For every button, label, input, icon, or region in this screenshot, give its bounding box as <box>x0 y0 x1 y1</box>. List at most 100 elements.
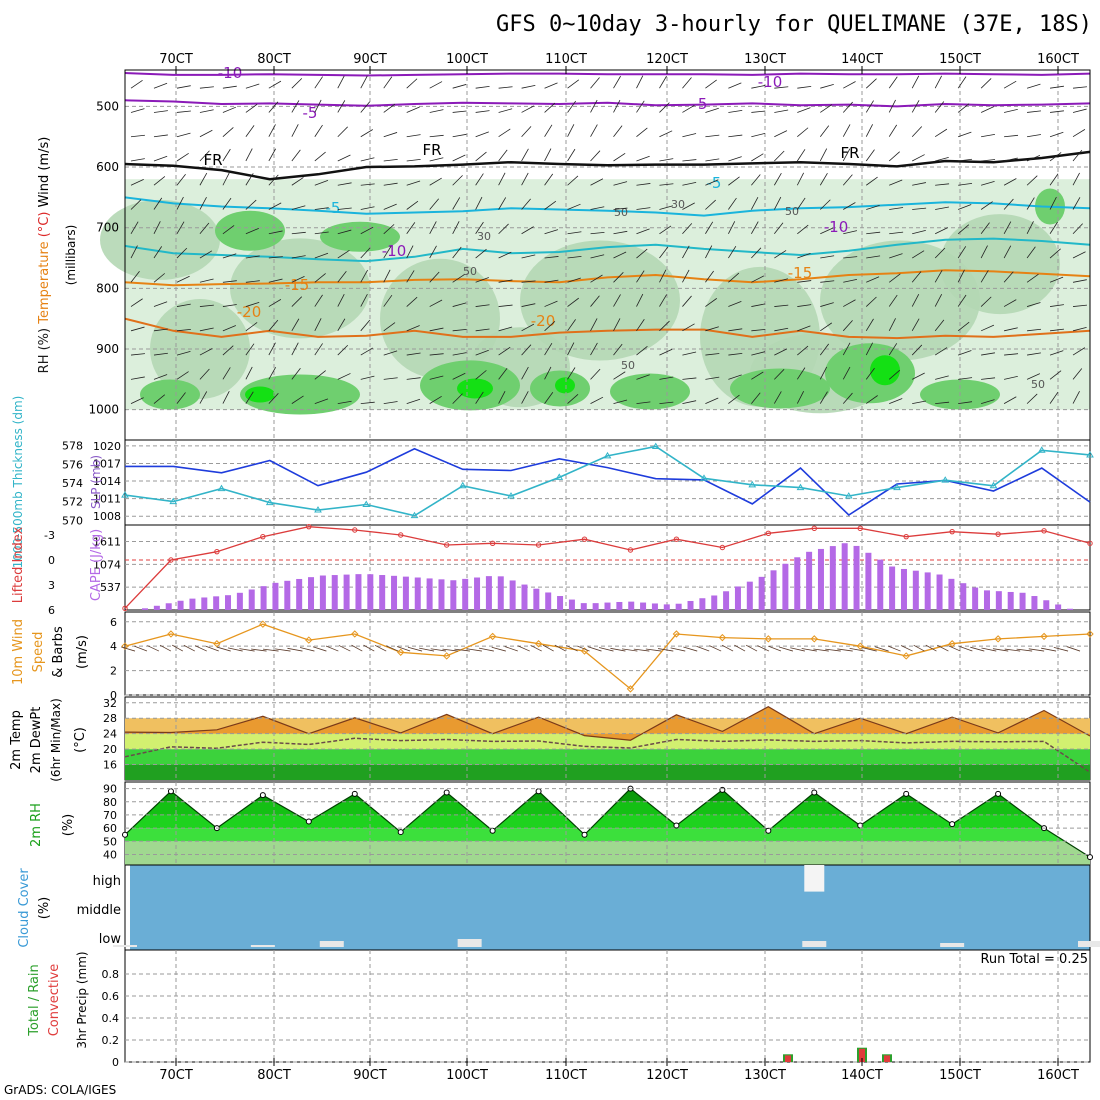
wind-barb <box>544 102 556 113</box>
wind-barb-shaft <box>521 198 531 210</box>
wind-speed-marker <box>351 630 359 638</box>
wind-barb-shaft <box>751 110 766 113</box>
wind-barb-shaft <box>1049 131 1064 138</box>
wind-barb <box>820 255 835 259</box>
wind-barb <box>888 99 896 113</box>
wind-barb-shaft <box>130 221 139 234</box>
wind-barb-shaft <box>728 82 742 89</box>
wind-barb-shaft <box>865 100 874 113</box>
wind-barb-shaft <box>888 294 898 307</box>
wind-barb-shaft <box>796 172 805 186</box>
cross-section-ylabel-units: (millibars) <box>64 225 78 286</box>
wind-barb-10m <box>504 646 518 652</box>
wind-barb-shaft <box>130 376 145 380</box>
wind-barb <box>888 273 901 283</box>
rh-band <box>125 801 1090 815</box>
wind-barb-shaft <box>636 75 644 89</box>
wind-barb-shaft <box>820 199 831 210</box>
wind-barb <box>682 400 697 404</box>
wind-barb <box>728 374 742 380</box>
wind-barb-shaft <box>889 253 903 259</box>
wind-barb-shaft <box>521 323 535 332</box>
isotherm-line <box>124 99 1091 108</box>
wind-barb <box>797 325 811 332</box>
wind-barb-shaft <box>682 400 697 404</box>
wind-barb <box>222 345 234 356</box>
wind-barb <box>1049 152 1062 162</box>
dewpoint-line <box>124 737 1091 773</box>
wind-barb <box>199 391 208 404</box>
thickness-marker <box>362 500 371 507</box>
wind-barb-shaft <box>728 176 740 186</box>
wind-barb-shaft <box>360 401 375 405</box>
wind-barb <box>452 110 467 113</box>
wind-barb <box>429 327 444 332</box>
wind-barb-10m <box>813 648 829 652</box>
wind-barb <box>360 75 368 89</box>
wind-barb-shaft <box>981 180 995 186</box>
temp-tick-label: 32 <box>103 697 117 710</box>
wind-barb <box>153 394 166 404</box>
wind-barb-shaft <box>728 300 742 307</box>
wind-barb <box>291 78 303 89</box>
wind-barb-shaft <box>222 172 230 186</box>
wind-barb-shaft <box>153 273 166 283</box>
wind-barb-shaft <box>636 248 648 259</box>
wind-barb-shaft <box>934 247 946 259</box>
wind-barb <box>866 276 880 283</box>
temp-area <box>125 706 1090 741</box>
wind-barb <box>957 246 967 259</box>
cape-bar <box>402 576 409 610</box>
wind-barb <box>222 127 234 138</box>
wind-barb-shaft <box>199 109 214 113</box>
wind-barb-shaft <box>820 84 834 89</box>
wind-barb <box>935 401 950 405</box>
wind-barb-shaft <box>406 325 420 332</box>
slp-tick-label: 1017 <box>93 457 121 470</box>
wind-barb <box>521 323 535 332</box>
wind-barb <box>636 183 651 186</box>
wind-barb <box>1049 85 1064 89</box>
wind-barb <box>337 344 349 356</box>
wind-barb <box>889 398 903 404</box>
wind-barb-shaft <box>498 367 508 380</box>
thickness-marker <box>265 498 274 506</box>
wind-barb-shaft <box>475 304 490 307</box>
wind-barb <box>475 151 487 162</box>
wind-barb <box>774 327 789 332</box>
cape-bar <box>794 557 801 610</box>
lifted-index-marker <box>168 557 174 563</box>
thickness-marker <box>893 483 901 491</box>
wind-barb-shaft <box>820 227 834 235</box>
rh-marker <box>1087 854 1093 861</box>
wind-barb <box>337 318 346 332</box>
wind-barb-shaft <box>774 369 785 380</box>
wind-barb <box>406 296 418 307</box>
wind-barb-shaft <box>383 158 398 162</box>
wind-barb-shaft <box>797 253 811 259</box>
wind-barb-shaft <box>796 390 805 404</box>
wind-barb-shaft <box>475 391 484 404</box>
wind-barb-shaft <box>1026 246 1036 259</box>
wind-barb <box>153 155 168 162</box>
wind-barb <box>153 221 161 234</box>
date-labels-bottom: 100CT <box>446 1068 488 1083</box>
wind-barb-10m <box>478 647 494 652</box>
contour-label: FR <box>840 144 859 162</box>
lifted-index-marker <box>1041 528 1047 534</box>
wind-barb <box>544 300 558 307</box>
wind-barb-shaft <box>360 75 368 89</box>
wind-barb <box>383 103 396 113</box>
wind-barb <box>636 270 645 283</box>
wind-barb <box>1072 86 1087 89</box>
wind-barb-shaft <box>521 254 536 259</box>
cape-bar <box>723 591 730 610</box>
wind-barb-shaft <box>475 221 484 234</box>
wind-barb <box>567 79 580 89</box>
wind-barb-shaft <box>1004 327 1018 332</box>
wind-barb <box>406 377 421 380</box>
wind-barb <box>911 271 922 283</box>
wind-barb-shaft <box>544 279 559 283</box>
wind-barb-shaft <box>865 318 874 332</box>
wind-barb-shaft <box>888 369 901 380</box>
